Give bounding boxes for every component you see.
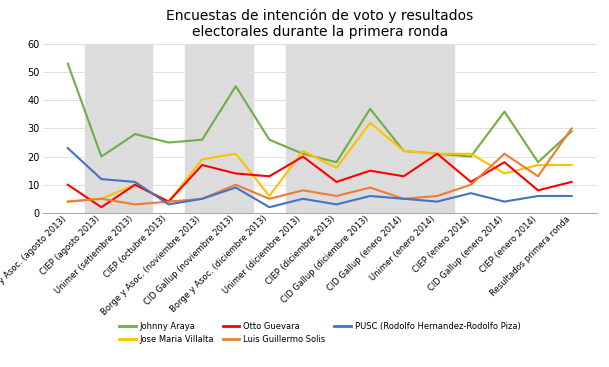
- Otto Guevara: [367, 168, 374, 173]
- Johnny Araya: [367, 106, 374, 111]
- PUSC (Rodolfo Hernandez-Rodolfo Piza): [98, 177, 105, 181]
- PUSC (Rodolfo Hernandez-Rodolfo Piza): [165, 202, 172, 207]
- Luis Guillermo Solis: [501, 152, 508, 156]
- Luis Guillermo Solis: [534, 174, 541, 178]
- PUSC (Rodolfo Hernandez-Rodolfo Piza): [64, 146, 71, 150]
- Johnny Araya: [64, 62, 71, 66]
- Luis Guillermo Solis: [434, 194, 441, 198]
- Luis Guillermo Solis: [232, 182, 239, 187]
- Otto Guevara: [64, 182, 71, 187]
- Jose Maria Villalta: [132, 182, 139, 187]
- Luis Guillermo Solis: [333, 194, 340, 198]
- Luis Guillermo Solis: [64, 199, 71, 204]
- PUSC (Rodolfo Hernandez-Rodolfo Piza): [400, 197, 407, 201]
- Johnny Araya: [266, 138, 273, 142]
- Luis Guillermo Solis: [132, 202, 139, 207]
- Line: Johnny Araya: Johnny Araya: [68, 64, 572, 162]
- PUSC (Rodolfo Hernandez-Rodolfo Piza): [132, 180, 139, 184]
- Jose Maria Villalta: [568, 163, 576, 167]
- Otto Guevara: [199, 163, 206, 167]
- Otto Guevara: [434, 152, 441, 156]
- PUSC (Rodolfo Hernandez-Rodolfo Piza): [199, 197, 206, 201]
- Luis Guillermo Solis: [367, 185, 374, 190]
- Otto Guevara: [165, 199, 172, 204]
- Jose Maria Villalta: [232, 152, 239, 156]
- Jose Maria Villalta: [299, 149, 306, 153]
- Jose Maria Villalta: [501, 171, 508, 176]
- Johnny Araya: [534, 160, 541, 164]
- PUSC (Rodolfo Hernandez-Rodolfo Piza): [333, 202, 340, 207]
- Otto Guevara: [299, 155, 306, 159]
- Otto Guevara: [98, 205, 105, 210]
- Bar: [286, 44, 454, 213]
- Luis Guillermo Solis: [568, 126, 576, 131]
- Jose Maria Villalta: [199, 157, 206, 161]
- Luis Guillermo Solis: [299, 188, 306, 193]
- Bar: [185, 44, 253, 213]
- Line: Jose Maria Villalta: Jose Maria Villalta: [68, 123, 572, 201]
- Luis Guillermo Solis: [400, 197, 407, 201]
- Johnny Araya: [98, 155, 105, 159]
- Luis Guillermo Solis: [199, 197, 206, 201]
- PUSC (Rodolfo Hernandez-Rodolfo Piza): [501, 199, 508, 204]
- Luis Guillermo Solis: [98, 197, 105, 201]
- Otto Guevara: [501, 160, 508, 164]
- Jose Maria Villalta: [266, 194, 273, 198]
- Bar: [85, 44, 152, 213]
- PUSC (Rodolfo Hernandez-Rodolfo Piza): [266, 205, 273, 210]
- Johnny Araya: [232, 84, 239, 88]
- Johnny Araya: [132, 132, 139, 136]
- Line: Luis Guillermo Solis: Luis Guillermo Solis: [68, 128, 572, 204]
- Luis Guillermo Solis: [467, 182, 474, 187]
- Johnny Araya: [400, 149, 407, 153]
- Jose Maria Villalta: [467, 152, 474, 156]
- Johnny Araya: [467, 155, 474, 159]
- PUSC (Rodolfo Hernandez-Rodolfo Piza): [367, 194, 374, 198]
- Jose Maria Villalta: [165, 199, 172, 204]
- Jose Maria Villalta: [64, 199, 71, 204]
- Otto Guevara: [467, 180, 474, 184]
- PUSC (Rodolfo Hernandez-Rodolfo Piza): [434, 199, 441, 204]
- Otto Guevara: [400, 174, 407, 178]
- PUSC (Rodolfo Hernandez-Rodolfo Piza): [299, 197, 306, 201]
- Line: PUSC (Rodolfo Hernandez-Rodolfo Piza): PUSC (Rodolfo Hernandez-Rodolfo Piza): [68, 148, 572, 207]
- Otto Guevara: [132, 182, 139, 187]
- Otto Guevara: [568, 180, 576, 184]
- Jose Maria Villalta: [333, 166, 340, 170]
- Johnny Araya: [501, 109, 508, 114]
- Johnny Araya: [165, 140, 172, 145]
- PUSC (Rodolfo Hernandez-Rodolfo Piza): [568, 194, 576, 198]
- Johnny Araya: [333, 160, 340, 164]
- Title: Encuestas de intención de voto y resultados
electorales durante la primera ronda: Encuestas de intención de voto y resulta…: [166, 8, 473, 39]
- Johnny Araya: [434, 152, 441, 156]
- Jose Maria Villalta: [434, 152, 441, 156]
- Jose Maria Villalta: [98, 197, 105, 201]
- PUSC (Rodolfo Hernandez-Rodolfo Piza): [232, 185, 239, 190]
- Otto Guevara: [333, 180, 340, 184]
- Jose Maria Villalta: [400, 149, 407, 153]
- PUSC (Rodolfo Hernandez-Rodolfo Piza): [534, 194, 541, 198]
- Johnny Araya: [568, 129, 576, 134]
- Jose Maria Villalta: [534, 163, 541, 167]
- Otto Guevara: [266, 174, 273, 178]
- Jose Maria Villalta: [367, 121, 374, 125]
- Otto Guevara: [534, 188, 541, 193]
- Luis Guillermo Solis: [165, 199, 172, 204]
- Luis Guillermo Solis: [266, 197, 273, 201]
- Johnny Araya: [299, 152, 306, 156]
- Legend: Johnny Araya, Jose Maria Villalta, Otto Guevara, Luis Guillermo Solis, PUSC (Rod: Johnny Araya, Jose Maria Villalta, Otto …: [116, 318, 524, 347]
- Line: Otto Guevara: Otto Guevara: [68, 154, 572, 207]
- Otto Guevara: [232, 171, 239, 176]
- PUSC (Rodolfo Hernandez-Rodolfo Piza): [467, 191, 474, 195]
- Johnny Araya: [199, 138, 206, 142]
